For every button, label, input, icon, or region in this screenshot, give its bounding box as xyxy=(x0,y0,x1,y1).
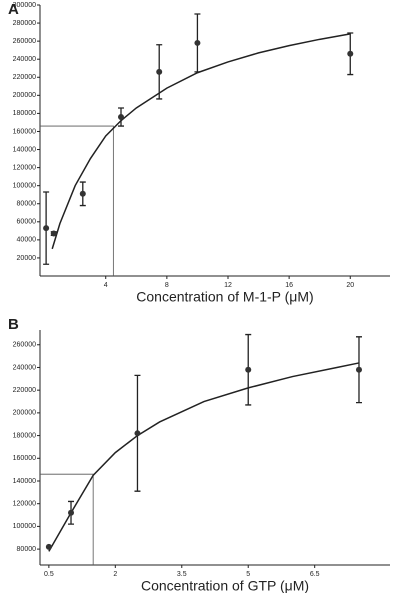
data-point xyxy=(50,230,57,237)
y-tick-label: 80000 xyxy=(17,546,37,553)
data-point xyxy=(355,366,362,373)
x-axis-label: Concentration of M-1-P (μM) xyxy=(136,289,313,305)
fit-curve xyxy=(51,33,351,250)
y-tick-label: 60000 xyxy=(17,219,37,226)
data-point xyxy=(79,190,86,197)
y-tick-label: 180000 xyxy=(13,110,36,117)
x-tick-label: 5 xyxy=(246,571,250,578)
x-axis-label: Concentration of GTP (μM) xyxy=(141,578,309,593)
y-tick-label: 300000 xyxy=(13,2,36,9)
x-tick-label: 4 xyxy=(104,282,108,289)
data-point xyxy=(45,543,52,550)
y-tick-label: 220000 xyxy=(13,387,36,394)
y-tick-label: 260000 xyxy=(13,38,36,45)
y-tick-label: 180000 xyxy=(13,432,36,439)
data-point xyxy=(118,114,125,121)
y-tick-label: 140000 xyxy=(13,478,36,485)
data-point xyxy=(245,366,252,373)
data-point xyxy=(347,50,354,57)
y-tick-label: 260000 xyxy=(13,342,36,349)
x-tick-label: 12 xyxy=(224,282,232,289)
x-tick-label: 6.5 xyxy=(310,571,320,578)
x-tick-label: 8 xyxy=(165,282,169,289)
x-tick-label: 16 xyxy=(285,282,293,289)
x-tick-label: 2 xyxy=(113,571,117,578)
y-tick-label: 100000 xyxy=(13,183,36,190)
x-tick-label: 0.5 xyxy=(44,571,54,578)
data-point xyxy=(156,68,163,75)
y-tick-label: 200000 xyxy=(13,410,36,417)
y-tick-label: 160000 xyxy=(13,128,36,135)
y-tick-label: 200000 xyxy=(13,92,36,99)
reference-line xyxy=(40,125,114,276)
y-tick-label: 80000 xyxy=(17,201,37,208)
reference-line xyxy=(40,473,94,565)
y-tick-label: 20000 xyxy=(17,255,37,262)
y-tick-label: 120000 xyxy=(13,501,36,508)
data-point xyxy=(68,509,75,516)
data-point xyxy=(43,225,50,232)
y-tick-label: 100000 xyxy=(13,523,36,530)
y-tick-label: 40000 xyxy=(17,237,37,244)
fit-curve xyxy=(48,362,360,552)
panel-label: B xyxy=(8,316,19,333)
panel-label: A xyxy=(8,1,19,18)
x-tick-label: 3.5 xyxy=(177,571,187,578)
y-tick-label: 240000 xyxy=(13,364,36,371)
y-tick-label: 160000 xyxy=(13,455,36,462)
y-tick-label: 280000 xyxy=(13,20,36,27)
y-tick-label: 240000 xyxy=(13,56,36,63)
y-tick-label: 140000 xyxy=(13,146,36,153)
data-point xyxy=(134,430,141,437)
data-point xyxy=(194,39,201,46)
y-tick-label: 220000 xyxy=(13,74,36,81)
y-tick-label: 120000 xyxy=(13,164,36,171)
x-tick-label: 20 xyxy=(346,282,354,289)
